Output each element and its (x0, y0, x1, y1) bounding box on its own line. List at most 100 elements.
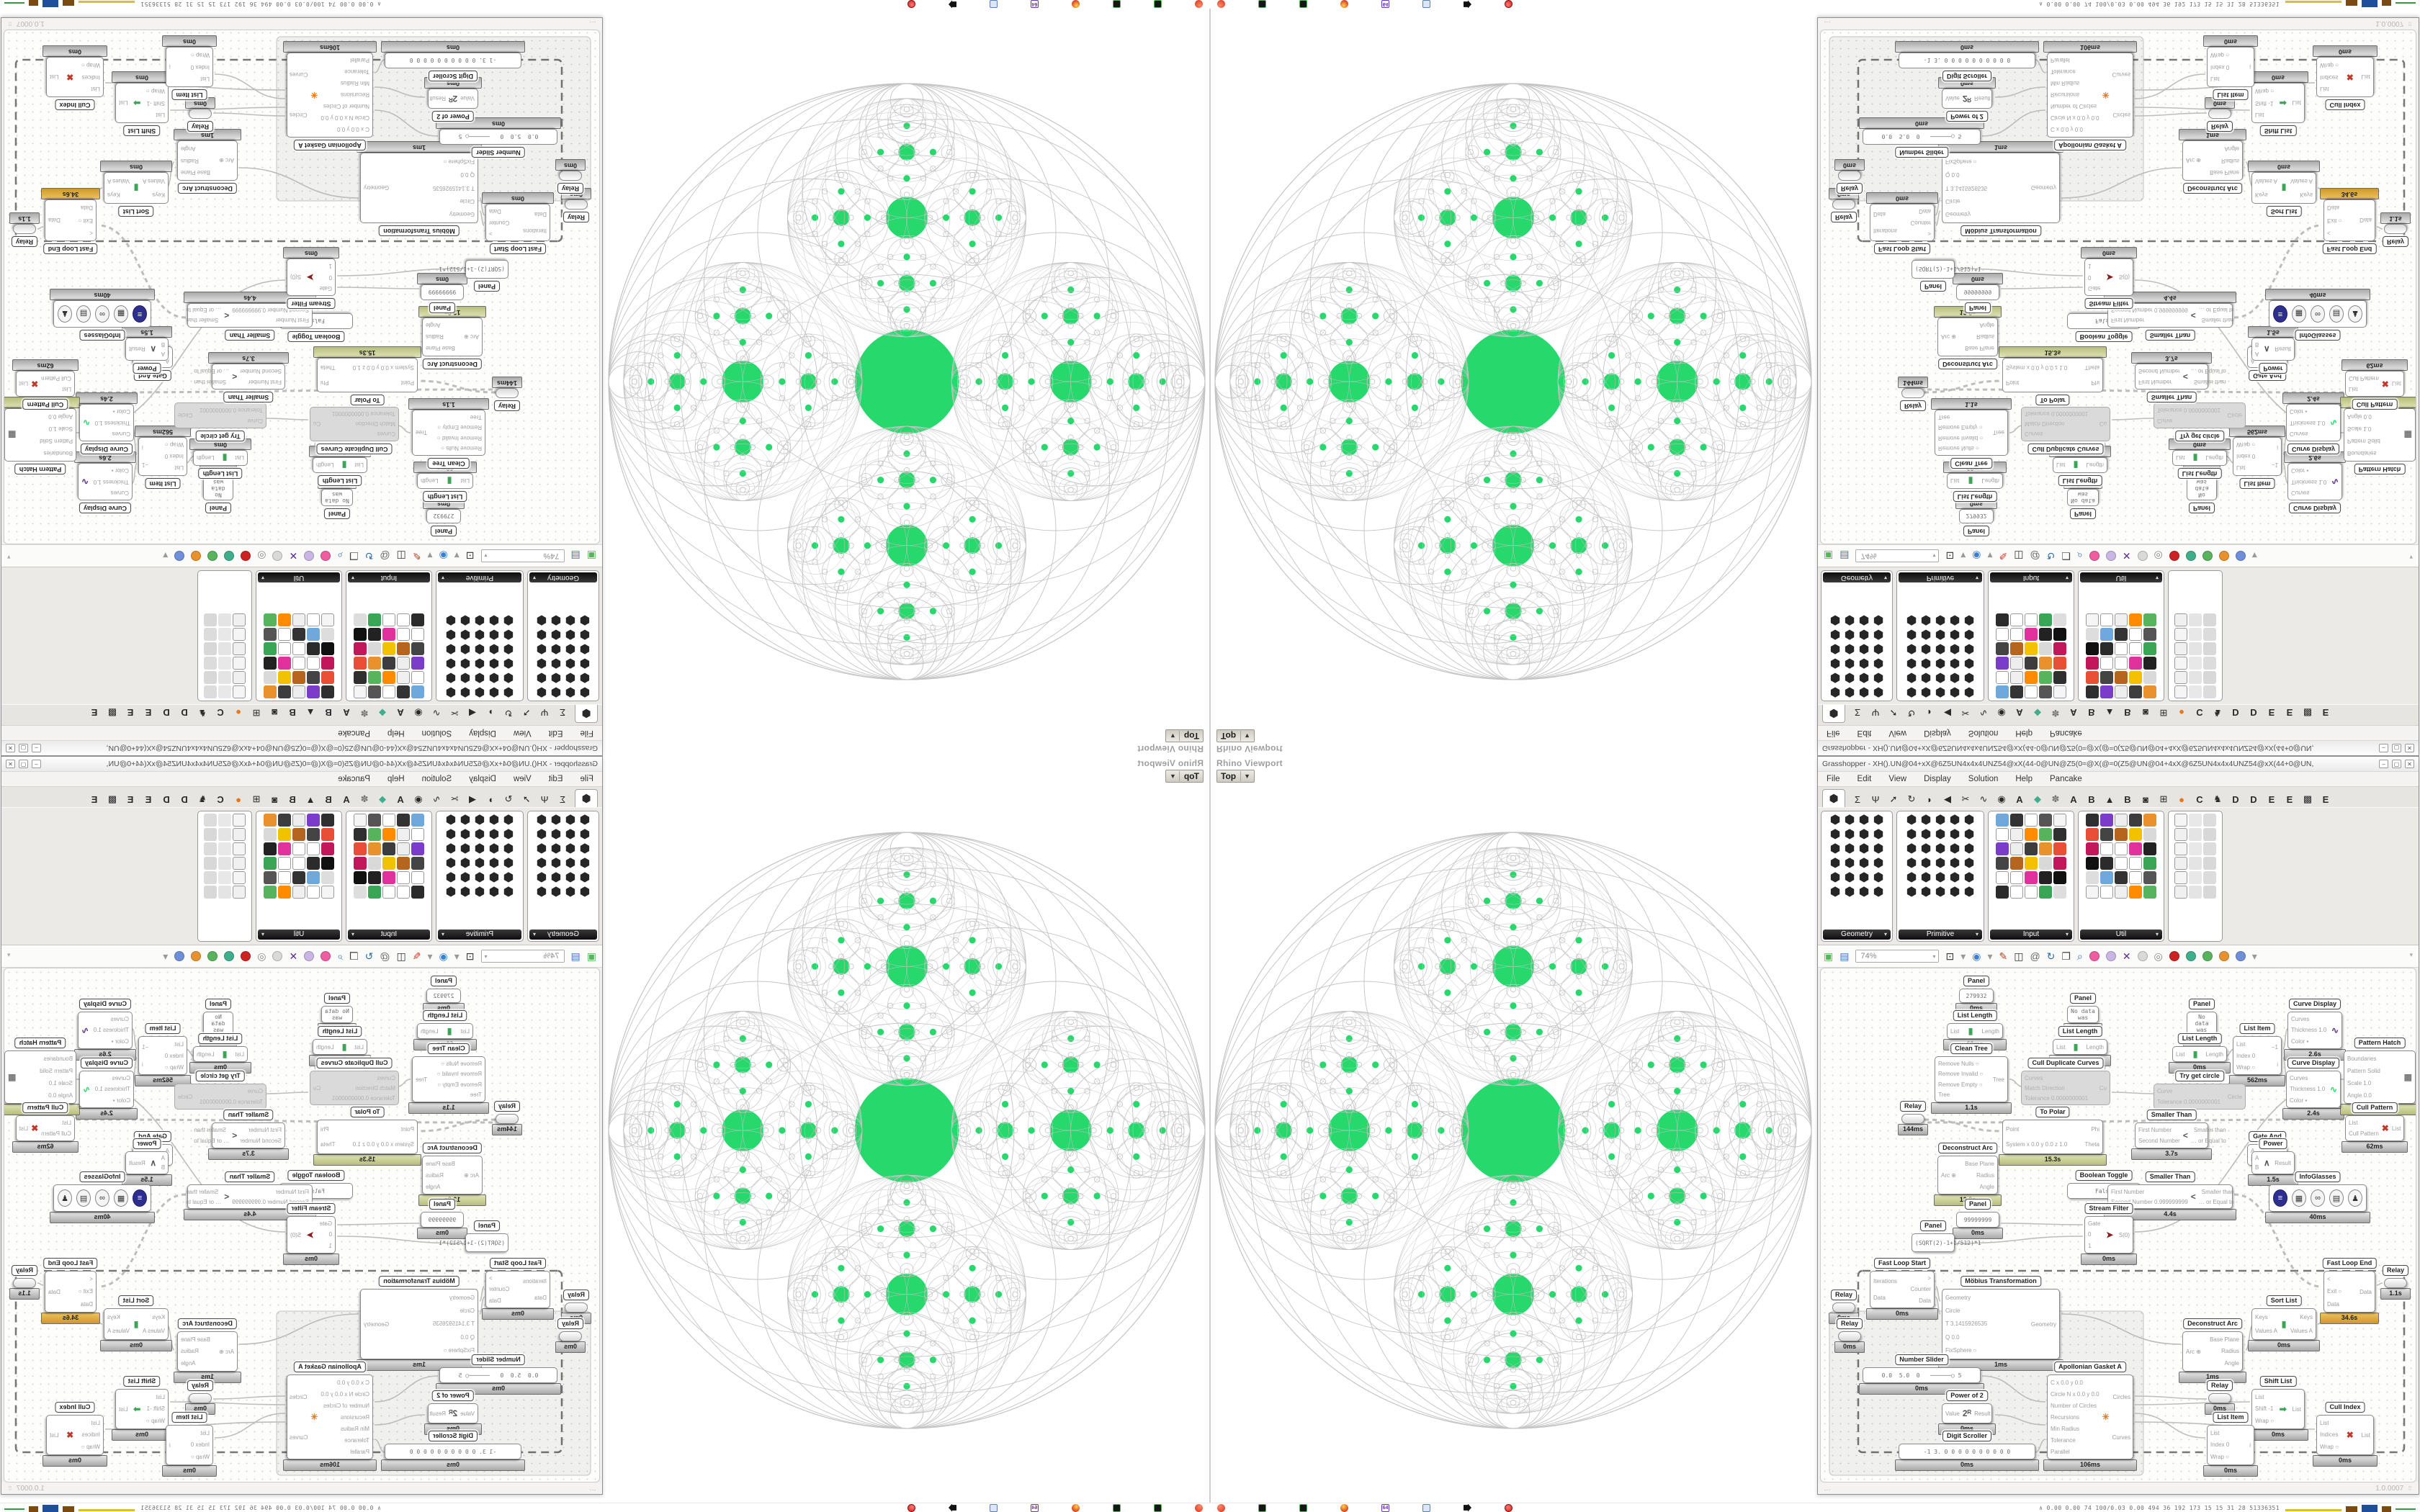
preview-eye-icon[interactable]: ◉ (439, 550, 448, 562)
window-arrow-icon[interactable]: ❐ (2061, 950, 2071, 962)
gh-node-to-polar[interactable]: To Polar Point System x 0.0 y 0.0 z 1.0 Phi… (313, 346, 421, 405)
node-body[interactable]: Keys Values A ▮ Keys Values A (104, 172, 169, 204)
component-icon[interactable] (292, 871, 305, 884)
component-icon[interactable] (2115, 857, 2128, 870)
component-icon[interactable] (2025, 685, 2038, 698)
node-body[interactable]: Value 2ᴿ Result (1942, 89, 1992, 109)
component-icon[interactable] (411, 871, 424, 884)
component-icon[interactable] (307, 657, 320, 670)
gh-node-curve-display[interactable]: Curve Display Curves Thickness 1.0 Color ▪ ∿… (2284, 999, 2346, 1061)
component-icon[interactable] (321, 685, 334, 698)
component-icon[interactable] (218, 628, 231, 641)
red-button-icon[interactable] (1505, 1503, 1512, 1512)
component-icon[interactable] (2143, 814, 2156, 827)
component-icon[interactable] (2025, 828, 2038, 841)
component-icon[interactable] (2129, 857, 2142, 870)
node-body[interactable]: List Index 0 Wrap ○ −1 i (2233, 437, 2282, 476)
gh-node-fast-loop-end[interactable]: Fast Loop End < Exit ○ Data Data 34.6s (2320, 1258, 2379, 1324)
menu-solution[interactable]: Solution (1968, 775, 1999, 783)
component-icon[interactable]: ⬢ (445, 685, 457, 699)
component-icon[interactable]: ⬢ (565, 813, 576, 827)
gh-node-deconstruct-arc[interactable]: Deconstruct Arc Arc ⊕ Base Plane Radius Angl… (174, 1318, 241, 1383)
gh-node-deconstruct-arc[interactable]: Deconstruct Arc Arc ⊕ Base Plane Radius Angl… (2179, 1318, 2246, 1383)
component-icon[interactable]: ⬢ (460, 657, 471, 670)
terminal-icon[interactable] (1258, 0, 1266, 9)
tab-10[interactable]: A (397, 793, 404, 805)
gh-node-relay[interactable]: Relay 0ms (185, 97, 215, 132)
component-icon[interactable] (307, 671, 320, 684)
tab-4[interactable]: ↻ (1907, 793, 1916, 804)
remote-at-icon[interactable]: @ (380, 950, 390, 962)
component-icon[interactable] (2086, 828, 2099, 841)
component-icon[interactable] (354, 886, 367, 899)
component-icon[interactable]: ⬢ (445, 671, 457, 685)
component-icon[interactable]: ⬢ (1873, 856, 1884, 870)
zoom-level-select[interactable]: 74% ▾ (1855, 549, 1940, 562)
component-icon[interactable] (278, 642, 291, 655)
component-icon[interactable] (264, 657, 277, 670)
component-icon[interactable]: ⬢ (1963, 813, 1975, 827)
component-icon[interactable] (368, 613, 381, 626)
bag-question-icon[interactable] (2089, 551, 2099, 561)
tab-4[interactable]: ↻ (504, 708, 513, 719)
tab-9[interactable]: ◉ (414, 793, 423, 804)
dropdown-caret-icon[interactable]: ▾ (163, 950, 169, 962)
component-icon[interactable]: ⬢ (1829, 813, 1841, 827)
infoglasses-icon[interactable]: ♟ (58, 1189, 72, 1207)
node-body[interactable]: A B ∧ Result (125, 338, 169, 361)
menu-display[interactable]: Display (1924, 729, 1951, 737)
component-icon[interactable]: ⬢ (503, 870, 514, 884)
component-icon[interactable]: ⬢ (1963, 827, 1975, 841)
menu-view[interactable]: View (1888, 775, 1907, 783)
component-icon[interactable] (204, 613, 217, 626)
component-icon[interactable]: ⬢ (536, 827, 547, 841)
component-icon[interactable]: ⬢ (536, 642, 547, 656)
component-icon[interactable] (2053, 871, 2066, 884)
component-icon[interactable] (1996, 671, 2009, 684)
node-body[interactable]: Arc ⊕ Base Plane Radius Angle (177, 140, 238, 181)
component-icon[interactable]: ⬢ (1935, 657, 1946, 670)
component-icon[interactable] (2174, 886, 2187, 899)
gh-node-fast-loop-start[interactable]: Fast Loop Start Iterations Data > Counter Dat… (1866, 1258, 1938, 1320)
tab-12[interactable]: ✽ (360, 793, 369, 804)
grasshopper-window[interactable]: Grasshopper - XH().UN@04+xX@6Z5UN4x4x4UN… (1817, 756, 2419, 1495)
maximize-button[interactable]: ▢ (2392, 744, 2401, 752)
component-icon[interactable] (411, 886, 424, 899)
zoom-level-select[interactable]: 74% ▾ (1855, 950, 1940, 963)
component-icon[interactable] (397, 828, 410, 841)
gh-node-curve-display[interactable]: Curve Display Curves Thickness 1.0 Color ▪ ∿… (74, 451, 136, 513)
tab-26[interactable]: ▩ (107, 708, 117, 719)
tab-9[interactable]: ◉ (414, 708, 423, 719)
component-icon[interactable] (278, 671, 291, 684)
tab-8[interactable]: ∿ (1979, 793, 1988, 804)
component-icon[interactable] (2115, 886, 2128, 899)
rhino-viewport[interactable]: Rhino Viewport Top ▼ (1210, 756, 1816, 1503)
component-icon[interactable]: ⬢ (1935, 842, 1946, 855)
gha-refresh-icon[interactable]: ↻ (364, 550, 374, 562)
rhino-app-icon[interactable] (1340, 0, 1348, 9)
component-icon[interactable] (2203, 613, 2216, 626)
tab-11[interactable]: ◆ (379, 708, 386, 719)
component-icon[interactable]: ⬢ (1906, 856, 1917, 870)
node-body[interactable]: Gate 0 1 ➤ S(0) (287, 258, 336, 296)
component-icon[interactable]: ⬢ (1963, 842, 1975, 855)
dropdown-caret-icon[interactable]: ▾ (1987, 550, 1993, 562)
component-icon[interactable] (204, 685, 217, 698)
component-icon[interactable]: ⬢ (579, 813, 591, 827)
component-icon[interactable]: ⬢ (1858, 827, 1870, 841)
component-icon[interactable]: ⬢ (536, 685, 547, 699)
component-icon[interactable]: ⬢ (1858, 813, 1870, 827)
tab-9[interactable]: ◉ (1997, 708, 2006, 719)
infoglasses-icon[interactable]: ∞ (2311, 1189, 2325, 1207)
component-icon[interactable]: ⬢ (550, 842, 562, 855)
gh-node-panel[interactable]: Panel 99999999 0ms (417, 273, 467, 313)
tab-7[interactable]: ✂ (450, 793, 459, 804)
component-icon[interactable] (2129, 685, 2142, 698)
component-icon[interactable]: ⬢ (1949, 856, 1960, 870)
node-body[interactable] (2384, 224, 2407, 234)
tab-18[interactable]: ⊞ (2159, 793, 2168, 804)
tab-0[interactable]: ⬢ (1822, 789, 1845, 807)
